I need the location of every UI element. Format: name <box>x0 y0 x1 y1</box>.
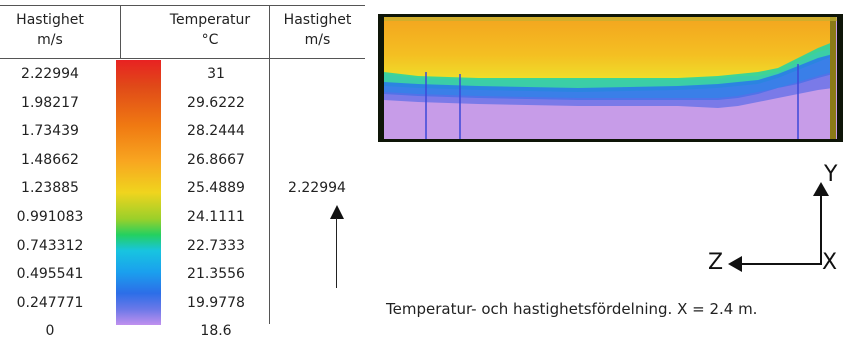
vector-reference-arrow <box>336 218 337 288</box>
legend-table: Hastighet m/s Temperatur °C Hastighet m/… <box>0 0 365 339</box>
y-axis-arrow-head <box>813 182 829 196</box>
z-axis-line <box>740 263 820 265</box>
x-axis-label: X <box>822 250 838 275</box>
speed-value: 0 <box>45 323 55 340</box>
warm-region <box>384 17 833 80</box>
vector-reference-arrow-head <box>330 205 344 219</box>
temperature-header-unit: °C <box>201 32 219 48</box>
color-scale-bar <box>116 60 161 325</box>
table-header-rule <box>0 58 365 59</box>
speed-value: 2.22994 <box>21 66 79 82</box>
inlet-strip <box>830 17 836 139</box>
temperature-value: 28.2444 <box>187 123 245 140</box>
cool-layer <box>384 54 833 100</box>
speed-value: 1.73439 <box>21 123 79 140</box>
vector-speed-header: Hastighet m/s <box>270 10 365 50</box>
temperature-value: 29.6222 <box>187 94 245 111</box>
temperature-header-title: Temperatur <box>169 12 251 28</box>
temperature-value: 18.6 <box>200 323 232 340</box>
speed-value: 1.98217 <box>21 94 79 111</box>
simulation-image <box>378 14 843 142</box>
temperature-value: 22.7333 <box>187 237 245 254</box>
temperature-value: 26.8667 <box>187 151 245 168</box>
temperature-value: 24.1111 <box>187 208 245 225</box>
table-divider <box>120 5 121 58</box>
speed-header-unit: m/s <box>37 32 63 48</box>
mixing-layer <box>384 42 833 92</box>
temperature-values-column: 31 29.6222 28.2444 26.8667 25.4889 24.11… <box>176 60 256 346</box>
table-divider <box>269 5 270 324</box>
vector-speed-header-title: Hastighet <box>283 12 352 28</box>
speed-value: 1.48662 <box>21 151 79 168</box>
z-axis-label: Z <box>708 250 724 275</box>
temperature-value: 21.3556 <box>187 266 245 283</box>
speed-value: 0.495541 <box>16 266 84 283</box>
speed-values-column: 2.22994 1.98217 1.73439 1.48662 1.23885 … <box>0 60 100 346</box>
y-axis-label: Y <box>824 162 838 187</box>
speed-header-title: Hastighet <box>16 12 84 28</box>
temperature-header: Temperatur °C <box>160 10 260 50</box>
temperature-value: 19.9778 <box>187 294 245 311</box>
table-top-rule <box>0 5 365 6</box>
speed-header: Hastighet m/s <box>0 10 100 50</box>
speed-value: 0.991083 <box>16 208 84 225</box>
y-axis-line <box>820 195 822 265</box>
figure-caption: Temperatur- och hastighetsfördelning. X … <box>386 300 758 318</box>
speed-value: 0.743312 <box>16 237 84 254</box>
temperature-value: 25.4889 <box>187 180 245 197</box>
z-axis-arrow-head <box>728 256 742 272</box>
top-boundary <box>384 17 837 21</box>
vector-speed-header-unit: m/s <box>304 32 331 48</box>
vector-reference-value: 2.22994 <box>288 180 346 196</box>
temperature-value: 31 <box>207 66 225 82</box>
speed-value: 0.247771 <box>16 294 84 311</box>
speed-value: 1.23885 <box>21 180 79 197</box>
transition-layer <box>384 72 833 108</box>
